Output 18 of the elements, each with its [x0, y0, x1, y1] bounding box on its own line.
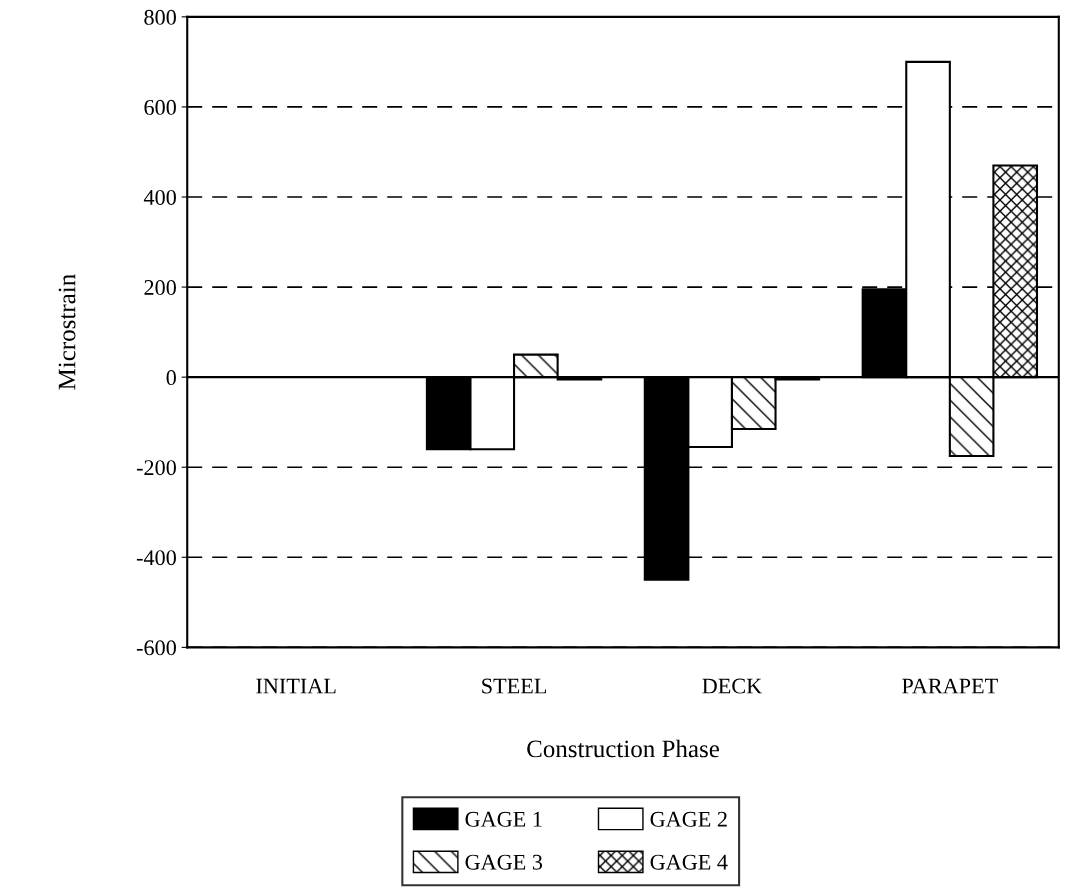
x-tick-label: STEEL	[482, 678, 547, 694]
y-tick-label: 400	[143, 189, 176, 205]
y-tick-label: 0	[166, 370, 176, 386]
y-tick-label: -400	[136, 550, 176, 566]
y-tick-label: 600	[144, 99, 176, 115]
legend-label: GAGE 3	[465, 854, 543, 870]
x-tick-label: DECK	[702, 678, 762, 694]
x-tick-label: PARAPET	[902, 678, 998, 694]
x-axis-title: Construction Phase	[527, 739, 720, 758]
legend-label: GAGE 2	[650, 811, 727, 827]
y-tick-label: 800	[144, 9, 176, 25]
legend-label: GAGE 1	[465, 811, 542, 827]
y-axis-title: Microstrain	[58, 274, 76, 390]
legend-label: GAGE 4	[650, 854, 728, 870]
y-tick-label: -200	[136, 460, 176, 476]
x-tick-label: INITIAL	[256, 678, 336, 694]
y-tick-label: 200	[144, 280, 176, 296]
y-tick-label: -600	[136, 640, 176, 656]
